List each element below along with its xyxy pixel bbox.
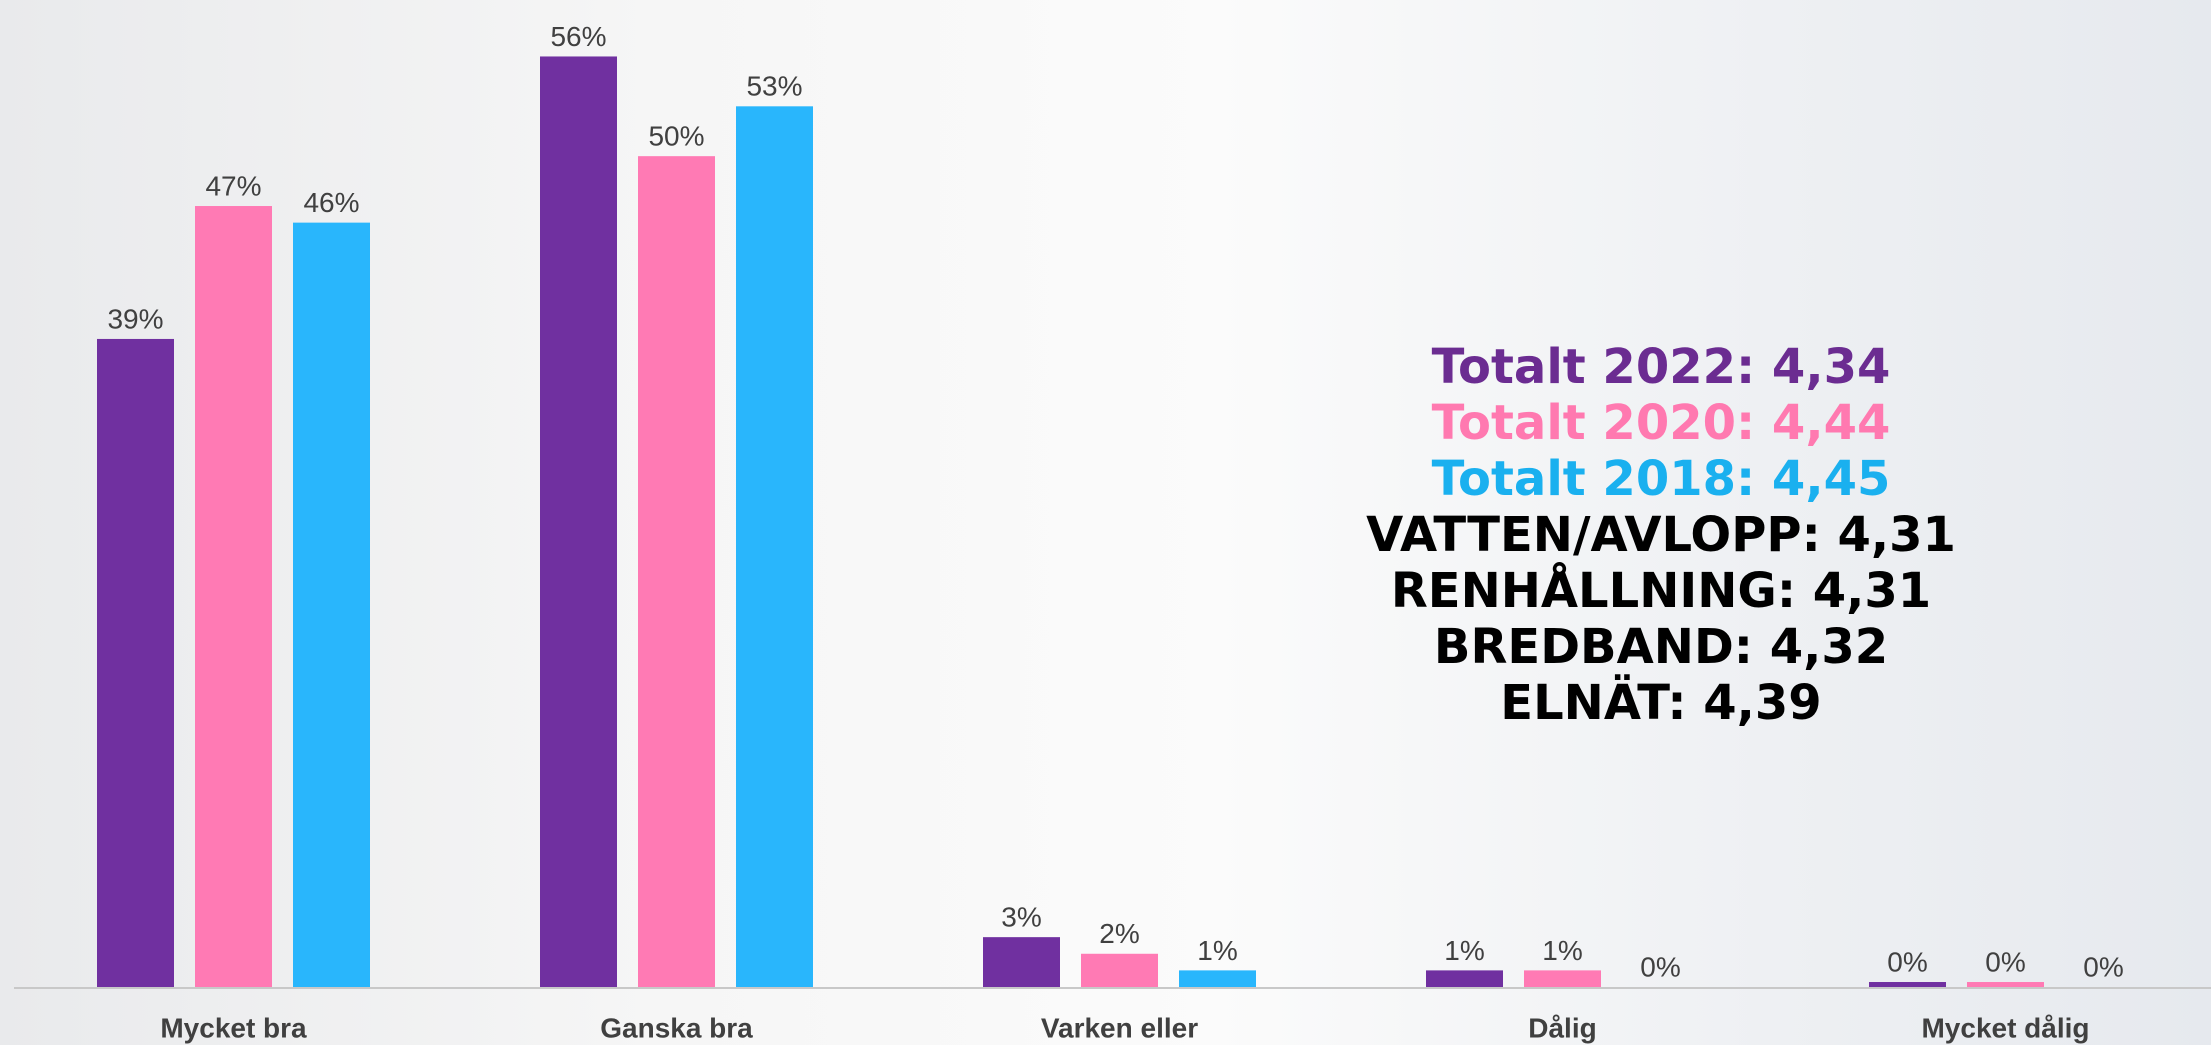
x-tick-label: Mycket dålig xyxy=(1921,1012,2089,1043)
annotation: ELNÄT: 4,39 xyxy=(1500,674,1821,731)
x-tick-label: Dålig xyxy=(1528,1012,1596,1043)
bar xyxy=(540,56,617,987)
value-label: 2% xyxy=(1099,918,1139,949)
annotation: Totalt 2018: 4,45 xyxy=(1432,451,1891,507)
value-label: 50% xyxy=(648,121,704,152)
bar xyxy=(1426,970,1503,987)
bar xyxy=(97,338,174,987)
bar xyxy=(1524,970,1601,987)
value-label: 1% xyxy=(1444,935,1484,966)
value-label: 39% xyxy=(107,303,163,334)
x-tick-label: Mycket bra xyxy=(160,1012,307,1043)
value-label: 0% xyxy=(1640,951,1680,982)
value-label: 53% xyxy=(746,71,802,102)
bar xyxy=(736,106,813,988)
value-label: 1% xyxy=(1197,935,1237,966)
annotation: BREDBAND: 4,32 xyxy=(1434,619,1888,675)
value-label: 47% xyxy=(205,170,261,201)
value-label: 0% xyxy=(1985,946,2025,977)
annotation: Totalt 2020: 4,44 xyxy=(1432,395,1891,451)
annotation: RENHÅLLNING: 4,31 xyxy=(1391,562,1931,619)
value-label: 0% xyxy=(2083,951,2123,982)
value-label: 3% xyxy=(1001,902,1041,933)
bar xyxy=(1967,982,2044,987)
bar xyxy=(195,206,272,987)
x-tick-label: Varken eller xyxy=(1041,1012,1198,1043)
value-label: 56% xyxy=(550,21,606,52)
bar xyxy=(293,222,370,988)
value-label: 46% xyxy=(303,187,359,218)
bar xyxy=(1869,982,1946,987)
bar xyxy=(1179,970,1256,987)
bar xyxy=(983,937,1060,987)
annotation: Totalt 2022: 4,34 xyxy=(1432,339,1891,395)
bar xyxy=(638,156,715,987)
annotation: VATTEN/AVLOPP: 4,31 xyxy=(1366,507,1956,563)
x-tick-label: Ganska bra xyxy=(600,1012,753,1043)
bar xyxy=(1081,953,1158,987)
value-label: 1% xyxy=(1542,935,1582,966)
value-label: 0% xyxy=(1887,946,1927,977)
